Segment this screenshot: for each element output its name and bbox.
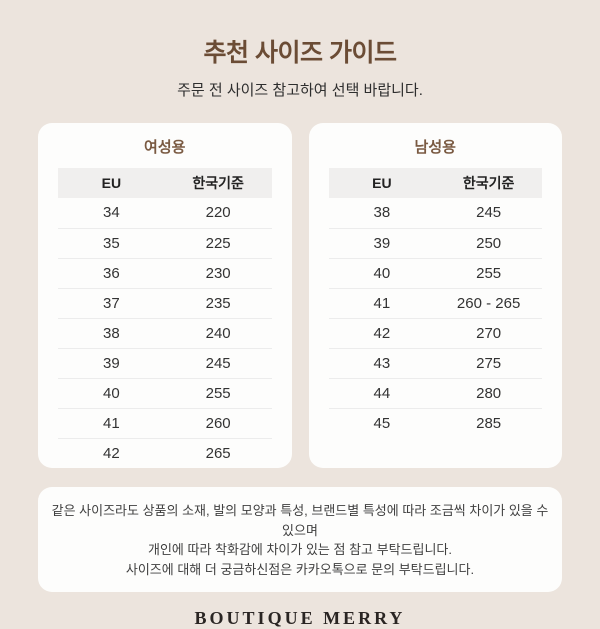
table-body-women: 34 220 35 225 36 230 37 235 38 240 39 245 40 255 41 260… <box>58 198 272 468</box>
table-cell: 39 <box>58 347 165 378</box>
table-row: 34 220 <box>58 198 272 228</box>
notice-line-2: 개인에 따라 착화감에 차이가 있는 점 참고 부탁드립니다. <box>148 542 452 557</box>
page-subtitle: 주문 전 사이즈 참고하여 선택 바랍니다. <box>177 82 423 99</box>
table-cell: 265 <box>164 437 272 468</box>
table-cell: 42 <box>328 317 436 348</box>
card-title-women: 여성용 <box>144 139 186 156</box>
column-header-korean-standard: 한국기준 <box>435 168 542 198</box>
table-cell: 45 <box>328 407 436 438</box>
page-title: 추천 사이즈 가이드 <box>203 39 397 67</box>
table-cell: 44 <box>328 377 436 408</box>
table-cell: 270 <box>435 317 542 348</box>
table-cell: 285 <box>435 407 542 438</box>
table-row: 45 285 <box>328 407 542 438</box>
table-row: 37 235 <box>58 287 272 318</box>
table-head: EU 한국기준 <box>328 168 542 198</box>
notice-line-3: 사이즈에 대해 더 궁금하신점은 카카오톡으로 문의 부탁드립니다. <box>125 561 475 577</box>
table-cell: 220 <box>205 204 231 222</box>
table-row: 41 260 - 265 <box>328 287 542 318</box>
card-title-men: 남성용 <box>414 139 456 156</box>
table-cell: 41 <box>58 407 165 438</box>
table-cell: 280 <box>435 377 542 408</box>
size-table-women: EU 한국기준 34 220 35 225 36 230 37 235 38 240 39 245 40… <box>58 168 272 468</box>
table-body-men: 38 245 39 250 40 255 41 260 - 265 42 270 43 275 44 28… <box>328 198 543 438</box>
table-cell: 225 <box>164 227 272 258</box>
table-cell: 260 <box>164 407 272 438</box>
table-cell: 41 <box>328 287 436 318</box>
size-guide: 추천 사이즈 가이드 주문 전 사이즈 참고하여 선택 바랍니다. 여성용 EU… <box>0 39 600 628</box>
size-tables-row: 여성용 EU 한국기준 34 220 35 225 36 230 37 235 38 240 39 2… <box>0 123 600 468</box>
table-row: 35 225 <box>58 227 272 258</box>
table-cell: 240 <box>164 317 272 348</box>
table-cell: 250 <box>435 227 542 258</box>
table-cell: 36 <box>58 257 165 288</box>
table-cell: 275 <box>435 347 542 378</box>
table-cell: 235 <box>164 287 272 318</box>
table-cell: 43 <box>328 347 436 378</box>
table-row: 40 255 <box>58 377 272 408</box>
table-cell: 39 <box>328 227 436 258</box>
table-head: EU 한국기준 <box>58 168 272 198</box>
table-cell: 40 <box>58 377 165 408</box>
table-row: 40 255 <box>328 257 542 288</box>
table-row: 39 245 <box>58 347 272 378</box>
table-row: 41 260 <box>58 407 272 438</box>
brand-logo: BOUTIQUE MERRY <box>194 608 406 628</box>
table-header-row: EU 한국기준 <box>58 168 272 198</box>
table-header-row: EU 한국기준 <box>328 168 542 198</box>
size-card-women: 여성용 EU 한국기준 34 220 35 225 36 230 37 235 38 240 39 2… <box>38 123 292 468</box>
notice-line-1: 같은 사이즈라도 상품의 소재, 발의 모양과 특성, 브랜드별 특성에 따라 … <box>51 503 549 538</box>
table-cell: 38 <box>373 204 391 222</box>
column-header-eu: EU <box>328 168 436 198</box>
table-cell: 255 <box>435 257 542 288</box>
table-row: 43 275 <box>328 347 542 378</box>
table-cell: 35 <box>58 227 165 258</box>
table-row: 42 265 <box>58 437 272 468</box>
table-cell: 42 <box>58 437 165 468</box>
table-cell: 34 <box>103 204 120 222</box>
size-table-men: EU 한국기준 38 245 39 250 40 255 41 260 - 265 42 270 4… <box>328 168 543 438</box>
table-row: 38 245 <box>329 198 543 228</box>
table-row: 38 240 <box>58 317 272 348</box>
table-row: 36 230 <box>58 257 272 288</box>
table-row: 42 270 <box>328 317 542 348</box>
size-guide-page: { "header": { "title": "추천 사이즈 가이드", "su… <box>0 39 600 628</box>
column-header-korean-standard: 한국기준 <box>164 168 272 198</box>
table-row: 44 280 <box>328 377 542 408</box>
notice-card: 같은 사이즈라도 상품의 소재, 발의 모양과 특성, 브랜드별 특성에 따라 … <box>38 487 562 592</box>
table-cell: 245 <box>164 347 272 378</box>
table-cell: 255 <box>164 377 272 408</box>
column-header-eu: EU <box>58 168 165 198</box>
table-cell: 38 <box>58 317 165 348</box>
table-cell: 245 <box>476 204 502 222</box>
table-cell: 260 - 265 <box>435 287 542 318</box>
table-row: 39 250 <box>328 227 542 258</box>
table-cell: 40 <box>328 257 436 288</box>
table-cell: 230 <box>164 257 272 288</box>
size-card-men: 남성용 EU 한국기준 38 245 39 250 40 255 41 260 - 265 42… <box>308 123 562 468</box>
table-cell: 37 <box>58 287 165 318</box>
